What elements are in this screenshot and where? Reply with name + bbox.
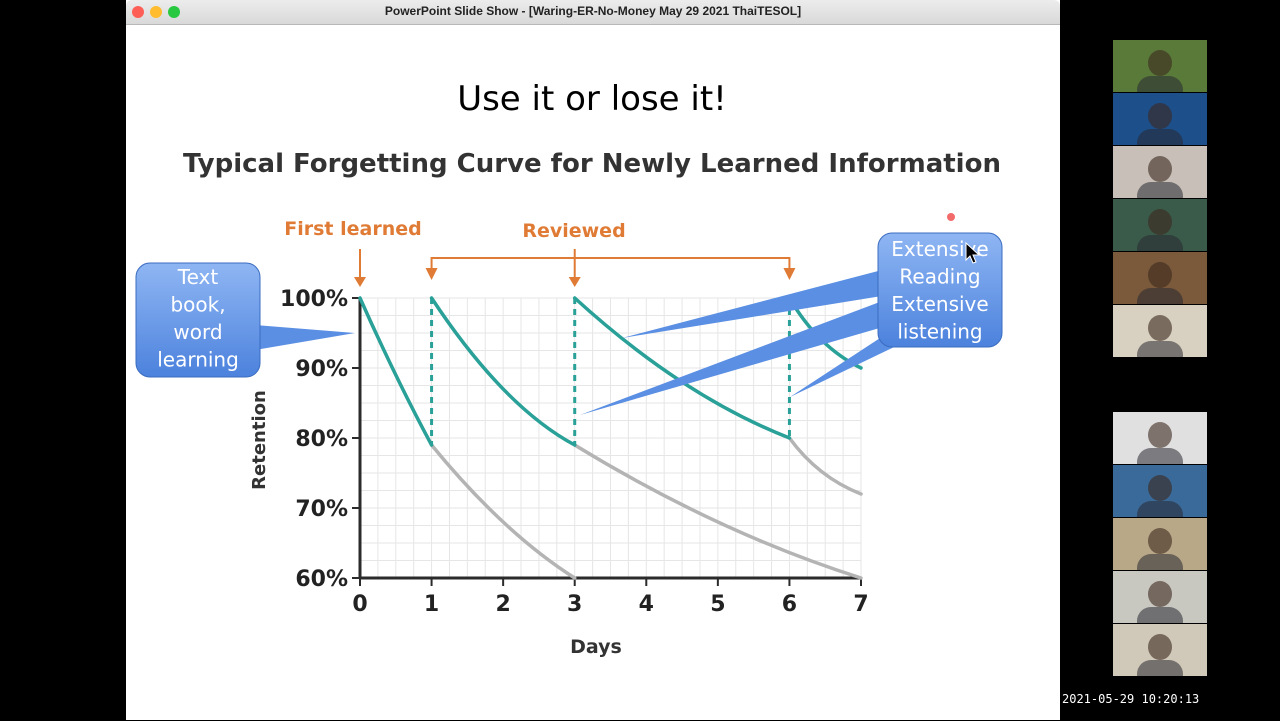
forgetting-curve-grey xyxy=(572,443,863,580)
video-tile-participant-11[interactable] xyxy=(1113,624,1207,676)
x-tick-label: 4 xyxy=(639,592,654,617)
forgetting-curve-grey xyxy=(787,436,863,496)
x-tick-label: 3 xyxy=(567,592,582,617)
participant-avatar xyxy=(1148,475,1172,501)
y-tick-label: 80% xyxy=(295,427,348,452)
callout-line: Text xyxy=(177,265,219,289)
slide-canvas: Use it or lose it! Typical Forgetting Cu… xyxy=(135,79,1003,658)
annotation-arrowhead xyxy=(783,268,796,280)
window-title: PowerPoint Slide Show - [Waring-ER-No-Mo… xyxy=(384,4,802,18)
participant-body xyxy=(1137,235,1183,251)
callout-line: listening xyxy=(897,320,982,344)
callout-right-pointer-2 xyxy=(580,300,890,415)
callout-left-pointer xyxy=(255,325,355,350)
chart-title: Typical Forgetting Curve for Newly Learn… xyxy=(183,149,1001,179)
video-tile-participant-2[interactable] xyxy=(1113,93,1207,145)
y-axis-label: Retention xyxy=(249,390,270,490)
annotation-arrowhead xyxy=(425,268,438,280)
video-tile-participant-9[interactable] xyxy=(1113,518,1207,570)
x-tick-label: 5 xyxy=(710,592,725,617)
forgetting-curve-teal xyxy=(358,296,434,447)
x-tick-label: 7 xyxy=(853,592,868,617)
participant-avatar xyxy=(1148,50,1172,76)
participant-avatar xyxy=(1148,103,1172,129)
window-titlebar: PowerPoint Slide Show - [Waring-ER-No-Mo… xyxy=(126,0,1060,25)
video-tile-participant-1[interactable] xyxy=(1113,40,1207,92)
forgetting-curve-teal xyxy=(429,296,577,447)
chart-axes: 0 1 2 3 4 5 6 7 100% 90% 80% 70% 60% xyxy=(280,287,869,617)
participant-body xyxy=(1137,288,1183,304)
y-tick-label: 100% xyxy=(280,287,348,312)
timestamp: 2021-05-29 10:20:13 xyxy=(1062,692,1200,706)
annotation-first-learned: First learned xyxy=(284,218,421,240)
participant-avatar xyxy=(1148,634,1172,660)
callout-line: book, xyxy=(170,293,225,317)
mouse-cursor-icon xyxy=(965,241,981,264)
participant-avatar xyxy=(1148,528,1172,554)
annotation-bracket xyxy=(430,257,791,270)
callout-left-box xyxy=(135,262,261,378)
y-tick-label: 70% xyxy=(295,497,348,522)
minimize-window-icon[interactable] xyxy=(150,6,162,18)
participant-avatar xyxy=(1148,262,1172,288)
callout-line: word xyxy=(173,320,222,344)
video-tile-participant-7[interactable] xyxy=(1113,412,1207,464)
x-tick-label: 6 xyxy=(782,592,797,617)
annotation-arrowhead xyxy=(568,277,581,287)
video-tile-participant-3[interactable] xyxy=(1113,146,1207,198)
x-tick-label: 2 xyxy=(495,592,510,617)
callout-left: Text book, word learning xyxy=(135,262,355,378)
callout-left-text: Text book, word learning xyxy=(157,265,239,372)
y-tick-label: 60% xyxy=(295,567,348,592)
close-window-icon[interactable] xyxy=(132,6,144,18)
video-tile-participant-5[interactable] xyxy=(1113,252,1207,304)
participant-avatar xyxy=(1148,581,1172,607)
x-tick-label: 0 xyxy=(352,592,367,617)
slideshow-window: PowerPoint Slide Show - [Waring-ER-No-Mo… xyxy=(126,0,1060,720)
callout-line: Reading xyxy=(899,265,980,289)
participant-avatar xyxy=(1148,209,1172,235)
participant-avatar xyxy=(1148,422,1172,448)
callout-line: learning xyxy=(157,348,239,372)
forgetting-curve-grey xyxy=(429,443,577,580)
x-axis-label: Days xyxy=(570,636,622,658)
participant-body xyxy=(1137,501,1183,517)
video-tile-participant-10[interactable] xyxy=(1113,571,1207,623)
callout-right-pointer-1 xyxy=(622,270,888,338)
callout-line: Extensive xyxy=(891,292,988,316)
y-tick-label: 90% xyxy=(295,357,348,382)
participant-body xyxy=(1137,607,1183,623)
x-tick-label: 1 xyxy=(424,592,439,617)
chart-annotations: First learned Reviewed xyxy=(284,218,796,287)
participant-body xyxy=(1137,554,1183,570)
participant-body xyxy=(1137,660,1183,676)
video-tile-participant-6[interactable] xyxy=(1113,305,1207,357)
participant-avatar xyxy=(1148,315,1172,341)
participant-body xyxy=(1137,448,1183,464)
slide-heading: Use it or lose it! xyxy=(457,79,727,119)
callout-right-box xyxy=(877,232,1003,348)
slide: Use it or lose it! Typical Forgetting Cu… xyxy=(130,25,1056,717)
zoom-window-icon[interactable] xyxy=(168,6,180,18)
participant-avatar xyxy=(1148,156,1172,182)
video-tile-participant-8[interactable] xyxy=(1113,465,1207,517)
participant-body xyxy=(1137,129,1183,145)
participant-body xyxy=(1137,182,1183,198)
laser-pointer-dot xyxy=(947,213,955,221)
annotation-reviewed: Reviewed xyxy=(522,220,625,242)
annotation-arrowhead xyxy=(354,277,366,287)
video-tile-participant-4[interactable] xyxy=(1113,199,1207,251)
participant-body xyxy=(1137,76,1183,92)
participant-body xyxy=(1137,341,1183,357)
